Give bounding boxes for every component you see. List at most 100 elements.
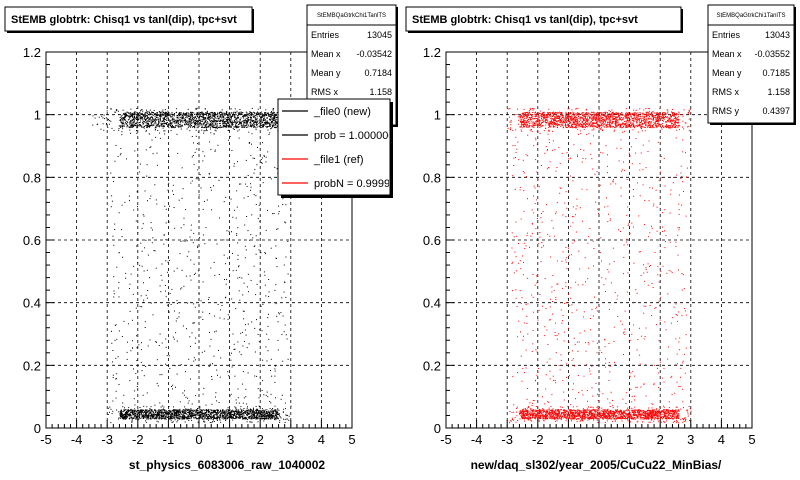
scatter-point bbox=[231, 150, 233, 151]
scatter-point bbox=[264, 253, 266, 255]
scatter-point bbox=[215, 412, 217, 414]
scatter-point bbox=[130, 120, 132, 121]
scatter-point bbox=[247, 125, 249, 127]
scatter-point bbox=[238, 112, 240, 114]
scatter-point bbox=[164, 116, 166, 118]
scatter-point bbox=[262, 415, 264, 417]
scatter-point bbox=[267, 415, 269, 417]
scatter-point bbox=[233, 121, 235, 123]
scatter-point bbox=[148, 118, 150, 120]
scatter-point bbox=[129, 123, 131, 125]
scatter-point bbox=[266, 117, 268, 119]
scatter-point bbox=[271, 409, 273, 411]
scatter-point bbox=[179, 418, 181, 420]
scatter-point bbox=[128, 413, 130, 415]
scatter-point bbox=[237, 113, 239, 115]
scatter-point bbox=[203, 200, 205, 202]
scatter-point bbox=[597, 121, 599, 123]
scatter-point bbox=[229, 125, 231, 127]
scatter-point bbox=[187, 302, 189, 304]
scatter-point bbox=[240, 406, 242, 408]
scatter-point bbox=[206, 410, 208, 412]
scatter-point bbox=[676, 113, 678, 114]
scatter-point bbox=[667, 119, 669, 121]
scatter-point bbox=[203, 409, 205, 411]
scatter-points bbox=[507, 107, 692, 424]
scatter-point bbox=[145, 130, 147, 132]
scatter-point bbox=[161, 374, 163, 376]
scatter-point bbox=[212, 415, 214, 417]
scatter-point bbox=[238, 417, 240, 418]
scatter-point bbox=[276, 168, 278, 170]
scatter-point bbox=[254, 112, 256, 114]
scatter-point bbox=[180, 416, 182, 418]
scatter-point bbox=[225, 416, 227, 417]
scatter-point bbox=[246, 347, 248, 349]
scatter-point bbox=[232, 252, 233, 254]
scatter-point bbox=[523, 124, 524, 126]
scatter-point bbox=[219, 121, 221, 123]
scatter-point bbox=[111, 330, 112, 332]
scatter-point bbox=[226, 125, 228, 127]
scatter-point bbox=[167, 261, 169, 263]
scatter-point bbox=[228, 230, 230, 232]
scatter-point bbox=[188, 409, 190, 411]
scatter-point bbox=[169, 205, 170, 207]
scatter-point bbox=[245, 122, 247, 124]
scatter-point bbox=[246, 112, 248, 114]
scatter-point bbox=[160, 114, 162, 116]
scatter-point bbox=[224, 122, 226, 124]
scatter-point bbox=[163, 119, 164, 121]
scatter-point bbox=[232, 415, 234, 417]
x-tick-label: -5 bbox=[40, 432, 52, 447]
scatter-point bbox=[255, 124, 257, 125]
scatter-point bbox=[141, 112, 143, 114]
scatter-point bbox=[188, 416, 190, 418]
scatter-point bbox=[188, 125, 190, 127]
scatter-point bbox=[266, 126, 268, 127]
scatter-point bbox=[228, 411, 230, 413]
scatter-point bbox=[195, 135, 197, 137]
scatter-point bbox=[165, 119, 167, 121]
scatter-point bbox=[156, 115, 158, 117]
scatter-point bbox=[205, 112, 207, 114]
scatter-point bbox=[133, 123, 135, 125]
scatter-point bbox=[148, 416, 150, 418]
scatter-point bbox=[210, 413, 212, 415]
scatter-point bbox=[262, 182, 264, 184]
scatter-point bbox=[120, 409, 122, 411]
scatter-point bbox=[245, 334, 247, 336]
scatter-point bbox=[216, 124, 218, 126]
scatter-point bbox=[631, 124, 633, 126]
scatter-point bbox=[152, 153, 154, 155]
scatter-point bbox=[215, 120, 217, 122]
scatter-point bbox=[237, 411, 239, 413]
scatter-point bbox=[175, 320, 177, 322]
scatter-point bbox=[246, 413, 248, 415]
scatter-point bbox=[224, 126, 226, 127]
scatter-point bbox=[195, 337, 197, 339]
scatter-point bbox=[244, 417, 246, 419]
scatter-point bbox=[250, 189, 251, 191]
scatter-point bbox=[190, 122, 192, 124]
scatter-point bbox=[645, 117, 647, 119]
scatter-point bbox=[279, 416, 281, 418]
scatter-point bbox=[239, 417, 241, 419]
scatter-point bbox=[187, 402, 189, 404]
scatter-point bbox=[273, 410, 274, 412]
scatter-point bbox=[260, 416, 262, 418]
scatter-point bbox=[261, 111, 263, 113]
scatter-point bbox=[171, 414, 173, 416]
scatter-point bbox=[168, 355, 170, 357]
scatter-point bbox=[142, 122, 144, 124]
scatter-point bbox=[178, 126, 180, 128]
scatter-point bbox=[264, 123, 266, 125]
scatter-point bbox=[193, 121, 195, 123]
scatter-point bbox=[193, 303, 195, 305]
scatter-point bbox=[271, 411, 273, 413]
scatter-point bbox=[171, 418, 173, 420]
scatter-point bbox=[176, 416, 178, 418]
scatter-point bbox=[237, 161, 238, 163]
scatter-point bbox=[526, 123, 528, 125]
scatter-point bbox=[246, 114, 248, 116]
